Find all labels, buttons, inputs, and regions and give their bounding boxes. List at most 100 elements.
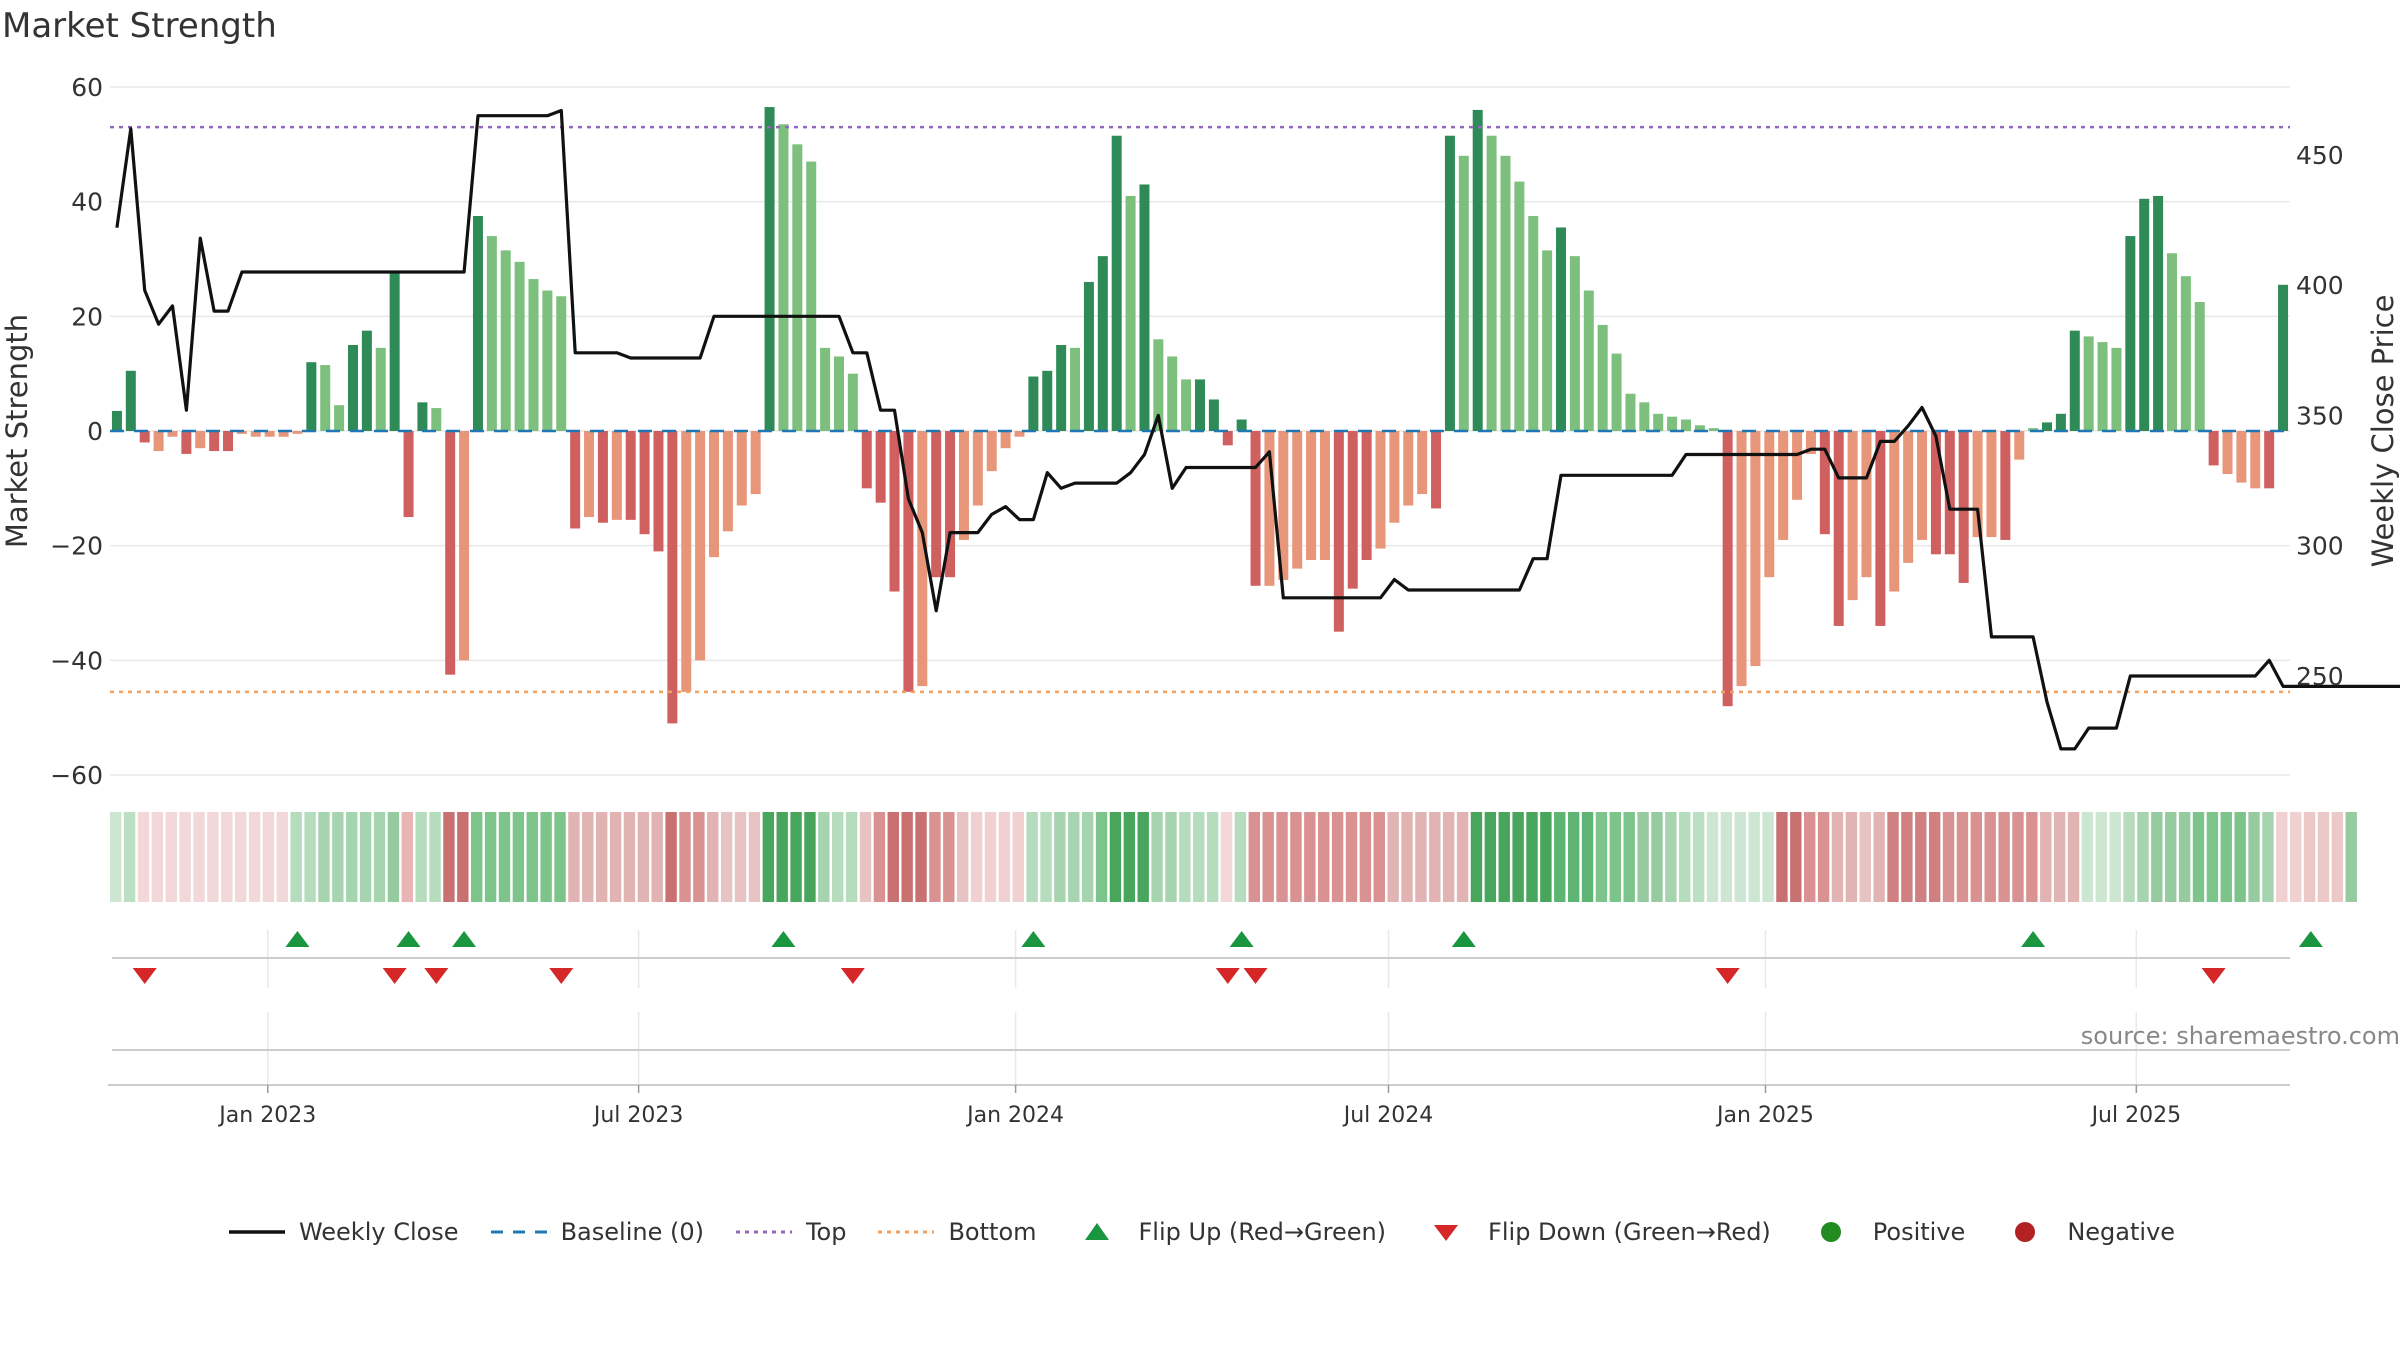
regime-cell bbox=[1748, 812, 1760, 902]
flip-down-marker bbox=[549, 968, 574, 984]
flip-up-marker bbox=[2021, 931, 2046, 947]
regime-cell bbox=[2331, 812, 2344, 902]
strength-bar bbox=[1306, 431, 1317, 560]
regime-cell bbox=[679, 812, 691, 902]
strength-bar bbox=[1556, 227, 1567, 431]
legend-label: Weekly Close bbox=[298, 1218, 459, 1246]
y2-tick-label: 350 bbox=[2296, 401, 2344, 430]
strength-bar bbox=[542, 290, 553, 431]
regime-cell bbox=[1442, 812, 1455, 902]
strength-bar bbox=[2055, 413, 2066, 431]
strength-bar bbox=[2111, 347, 2122, 431]
x-tick-label: Jan 2023 bbox=[217, 1103, 316, 1128]
strength-bar bbox=[1000, 431, 1011, 449]
strength-bar bbox=[2153, 195, 2164, 431]
regime-cell bbox=[887, 812, 899, 902]
strength-bar bbox=[111, 410, 122, 431]
legend-swatch bbox=[1434, 1225, 1459, 1241]
y-axis-title: Market Strength bbox=[0, 314, 34, 548]
y2-tick-label: 250 bbox=[2296, 662, 2344, 691]
regime-cell bbox=[1831, 812, 1844, 902]
strength-bar bbox=[861, 431, 872, 489]
axes: 60 40 20 0 −20 −40 −60 450 400 350 300 250 Market St… bbox=[0, 73, 2400, 1128]
strength-bar bbox=[153, 431, 164, 452]
legend-label: Negative bbox=[2067, 1218, 2176, 1246]
strength-bar bbox=[1680, 419, 1691, 431]
regime-cell bbox=[2095, 812, 2107, 902]
legend-label: Positive bbox=[1872, 1218, 1966, 1246]
strength-bar bbox=[625, 431, 636, 520]
strength-bar bbox=[556, 296, 567, 431]
strength-bar bbox=[1181, 379, 1192, 431]
legend-swatch bbox=[2015, 1222, 2036, 1242]
strength-bar bbox=[931, 431, 942, 578]
regime-cell bbox=[2109, 812, 2121, 902]
regime-cell bbox=[1776, 812, 1788, 902]
strength-bar bbox=[2222, 431, 2233, 474]
strength-bar bbox=[1042, 370, 1053, 431]
regime-cell bbox=[526, 812, 538, 902]
strength-bar bbox=[972, 431, 983, 506]
regime-cell bbox=[443, 812, 455, 902]
flip-down-marker bbox=[382, 968, 407, 984]
regime-cell bbox=[2192, 812, 2205, 902]
regime-cell bbox=[1845, 812, 1858, 902]
strength-bar bbox=[1056, 345, 1067, 431]
regime-strip bbox=[110, 812, 2357, 902]
regime-cell bbox=[248, 812, 261, 902]
regime-cell bbox=[1109, 812, 1122, 902]
legend-circle bbox=[1820, 1222, 1841, 1242]
regime-cell bbox=[2151, 812, 2163, 902]
strength-bar bbox=[1542, 250, 1553, 431]
regime-cell bbox=[540, 812, 552, 902]
strength-bar bbox=[1903, 431, 1914, 563]
regime-cell bbox=[2234, 812, 2246, 902]
regime-cell bbox=[984, 812, 997, 902]
strength-bar bbox=[167, 431, 178, 437]
regime-cell bbox=[512, 812, 525, 902]
regime-cell bbox=[1540, 812, 1552, 902]
strength-bar bbox=[1361, 431, 1372, 560]
regime-cell bbox=[1762, 812, 1774, 902]
strength-bar bbox=[584, 431, 595, 517]
strength-bar bbox=[500, 250, 511, 431]
regime-cell bbox=[1345, 812, 1358, 902]
regime-cell bbox=[276, 812, 289, 902]
y2-tick-label: 300 bbox=[2296, 532, 2344, 561]
regime-cell bbox=[1290, 812, 1302, 902]
regime-cell bbox=[1804, 812, 1816, 902]
strength-bar bbox=[1722, 431, 1733, 707]
regime-cell bbox=[1526, 812, 1538, 902]
regime-cell bbox=[1179, 812, 1191, 902]
regime-cell bbox=[1387, 812, 1399, 902]
regime-cell bbox=[137, 812, 150, 902]
strength-bar bbox=[1805, 431, 1816, 454]
strength-bar bbox=[1986, 431, 1997, 538]
regime-cell bbox=[748, 812, 761, 902]
strength-bar bbox=[639, 431, 650, 535]
strength-bar bbox=[2208, 431, 2219, 466]
legend-triangle-down bbox=[1434, 1225, 1459, 1241]
regime-cell bbox=[1373, 812, 1385, 902]
strength-bar bbox=[1569, 256, 1580, 431]
strength-bar bbox=[667, 431, 678, 724]
strength-bar bbox=[875, 431, 886, 503]
strength-bar bbox=[986, 431, 997, 472]
regime-cell bbox=[2165, 812, 2177, 902]
legend-item: Top bbox=[732, 1217, 846, 1247]
strength-bar bbox=[889, 431, 900, 592]
regime-cell bbox=[387, 812, 400, 902]
y-tick-label: −40 bbox=[50, 646, 103, 675]
regime-cell bbox=[1595, 812, 1608, 902]
regime-cell bbox=[1692, 812, 1705, 902]
legend-item: Bottom bbox=[874, 1217, 1037, 1247]
regime-cell bbox=[1220, 812, 1233, 902]
strength-bar bbox=[736, 431, 747, 506]
regime-cell bbox=[318, 812, 330, 902]
legend-item: Weekly Close bbox=[225, 1217, 459, 1247]
strength-bar bbox=[792, 144, 803, 432]
strength-bar bbox=[1458, 155, 1469, 432]
regime-cell bbox=[1512, 812, 1524, 902]
regime-cell bbox=[332, 812, 344, 902]
strength-bar bbox=[334, 405, 345, 431]
